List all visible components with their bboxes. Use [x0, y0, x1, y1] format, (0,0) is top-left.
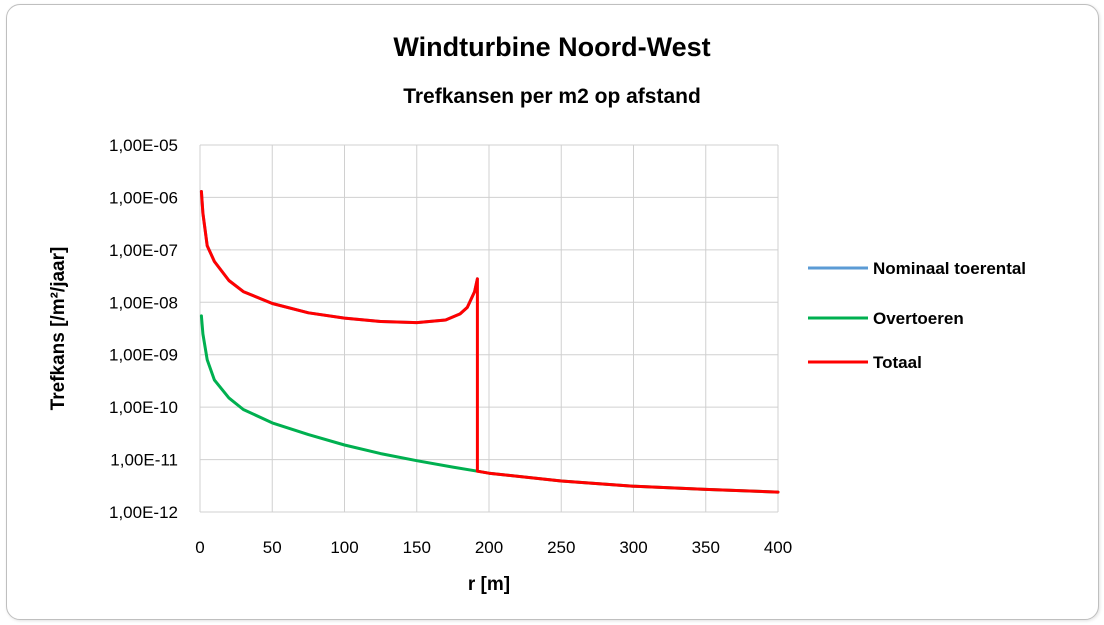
y-tick-label: 1,00E-05	[109, 136, 178, 155]
legend: Nominaal toerental Overtoeren Totaal	[808, 259, 1026, 372]
x-tick-label: 200	[475, 538, 503, 557]
x-tick-label: 350	[692, 538, 720, 557]
series-line	[199, 190, 479, 325]
legend-label: Totaal	[873, 353, 922, 372]
gridlines	[199, 144, 779, 513]
y-tick-label: 1,00E-12	[109, 503, 178, 522]
series-lines	[199, 190, 780, 494]
y-tick-label: 1,00E-11	[110, 451, 178, 470]
chart-subtitle: Trefkansen per m2 op afstand	[403, 85, 701, 108]
x-tick-label: 150	[403, 538, 431, 557]
legend-label: Nominaal toerental	[873, 259, 1026, 278]
y-axis-label: Trefkans [/m²/jaar]	[48, 247, 69, 411]
y-tick-label: 1,00E-06	[109, 188, 178, 207]
y-tick-label: 1,00E-08	[109, 293, 178, 312]
y-tick-label: 1,00E-10	[109, 398, 178, 417]
x-tick-label: 0	[195, 538, 204, 557]
legend-label: Overtoeren	[873, 309, 964, 328]
chart-area	[6, 4, 1099, 620]
x-tick-label: 250	[547, 538, 575, 557]
x-tick-label: 400	[764, 538, 792, 557]
y-tick-label: 1,00E-07	[109, 241, 178, 260]
y-axis-ticks: 1,00E-12 1,00E-11 1,00E-10 1,00E-09 1,00E-08…	[109, 136, 178, 522]
series-line	[199, 314, 780, 494]
y-tick-label: 1,00E-09	[109, 346, 178, 365]
x-axis-ticks: 0 50 100 150 200 250 300 350 400	[195, 538, 792, 557]
chart-title: Windturbine Noord-West	[393, 32, 711, 62]
x-tick-label: 100	[330, 538, 358, 557]
x-tick-label: 50	[263, 538, 282, 557]
x-tick-label: 300	[619, 538, 647, 557]
x-axis-label: r [m]	[468, 574, 510, 595]
series-line	[199, 190, 780, 494]
